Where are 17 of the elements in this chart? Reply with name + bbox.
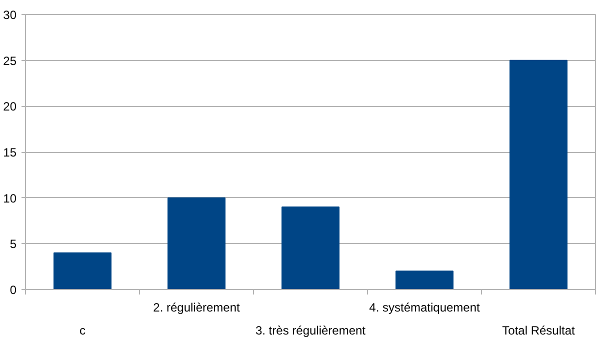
y-tick-label: 10 — [3, 191, 17, 206]
y-tick-label: 25 — [3, 54, 17, 68]
x-tick-label: 3. très régulièrement — [255, 324, 366, 338]
bar — [510, 60, 568, 290]
bar — [282, 206, 340, 290]
bar — [168, 197, 226, 290]
bar — [54, 252, 112, 290]
y-tick-label: 0 — [10, 283, 17, 297]
y-tick-label: 15 — [3, 146, 17, 160]
x-tick-label: c — [80, 324, 86, 338]
y-tick-label: 20 — [3, 100, 17, 114]
x-tick-label: 4. systématiquement — [369, 300, 481, 314]
y-tick-label: 5 — [10, 237, 17, 252]
x-tick-label: 2. régulièrement — [153, 300, 241, 314]
bar — [396, 270, 454, 290]
x-tick-label: Total Résultat — [502, 324, 576, 338]
y-tick-label: 30 — [3, 8, 17, 22]
